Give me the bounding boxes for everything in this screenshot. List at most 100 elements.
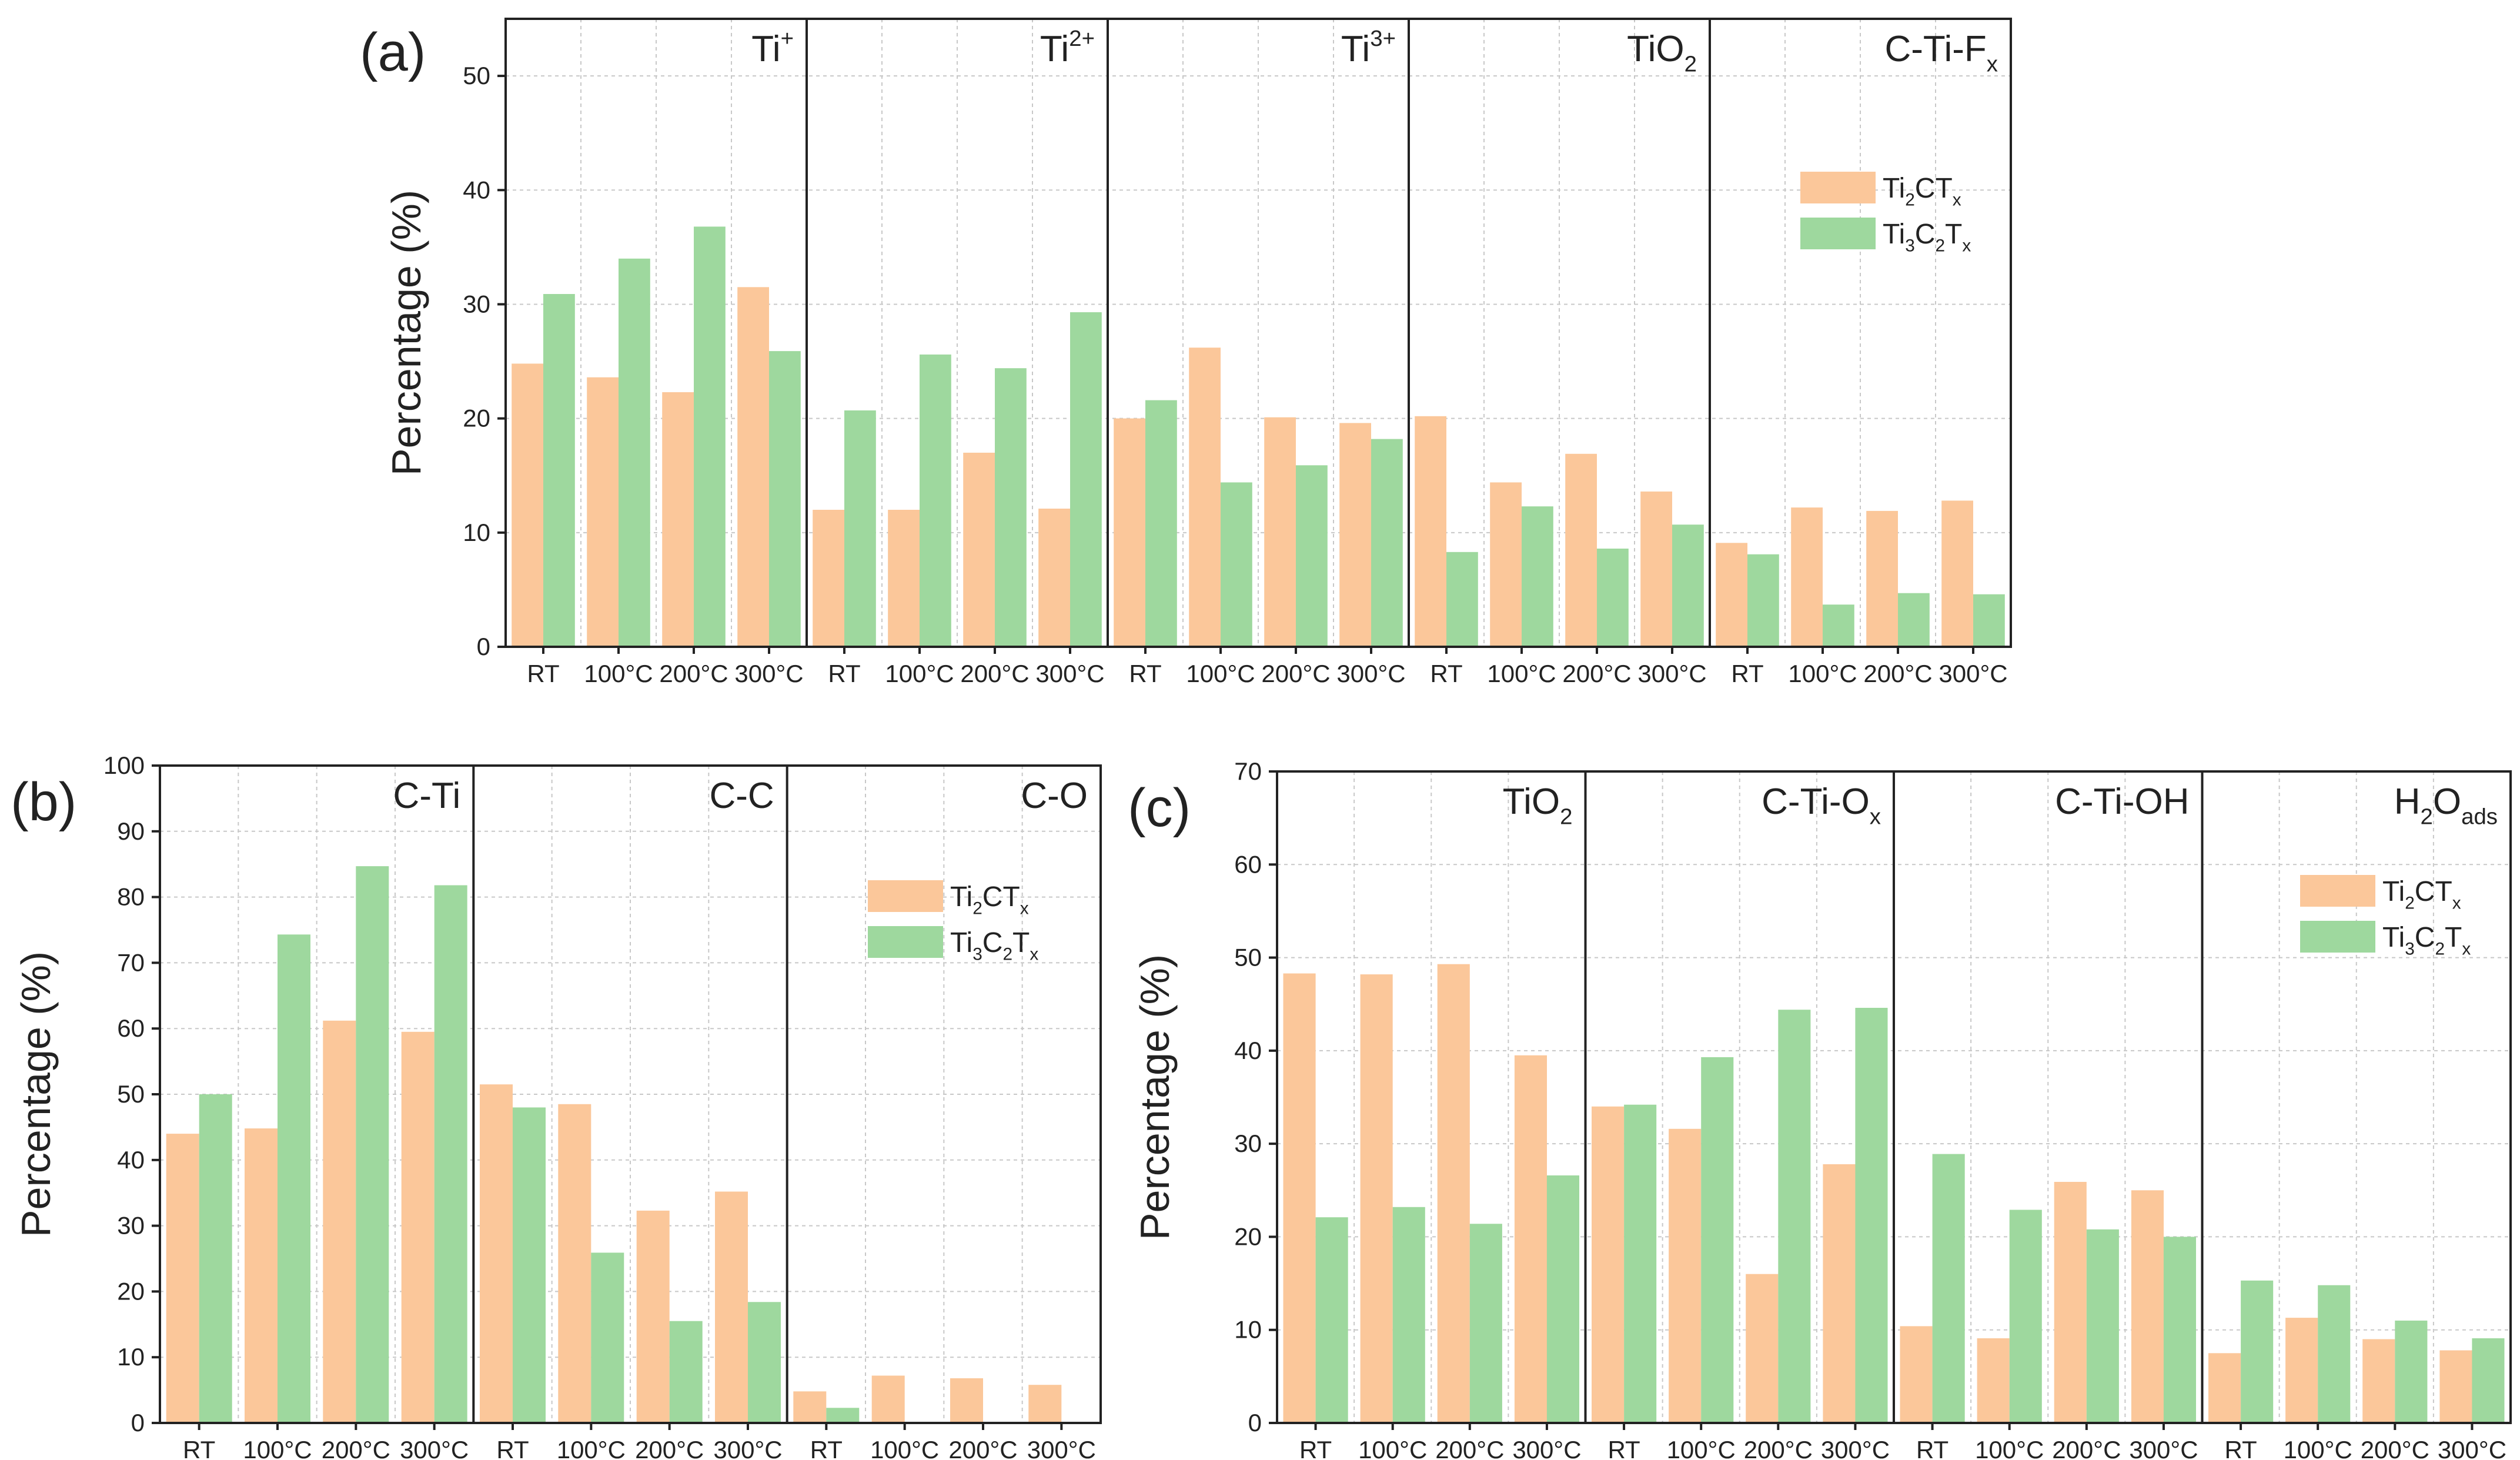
x-tick-label: RT (1299, 1436, 1332, 1460)
panel-label: (b) (11, 772, 76, 832)
y-axis-label: Percentage (%) (13, 951, 59, 1237)
bar-ti2ctx-C-C-RT (480, 1084, 513, 1423)
bar-ti2ctx-C-Ti-OH-100°C (1977, 1338, 2010, 1423)
bar-ti3c2tx-C-Ti-Fx-RT (1747, 554, 1779, 647)
bar-ti3c2tx-C-Ti-OH-200°C (2086, 1229, 2119, 1423)
bar-ti2ctx-Ti3+-RT (1114, 418, 1145, 647)
x-tick-label: RT (496, 1436, 529, 1460)
x-tick-label: 100°C (1788, 660, 1857, 687)
bar-ti3c2tx-Ti+-200°C (694, 226, 726, 647)
bar-ti3c2tx-C-Ti-OH-100°C (2009, 1210, 2042, 1423)
y-tick-label: 40 (117, 1146, 145, 1174)
bar-ti3c2tx-C-Ti-Ox-100°C (1701, 1057, 1734, 1423)
bar-ti2ctx-Ti3+-100°C (1189, 348, 1221, 647)
bar-ti2ctx-C-C-300°C (715, 1191, 748, 1423)
x-tick-label: 100°C (1186, 660, 1255, 687)
bar-ti2ctx-Ti+-100°C (587, 377, 619, 647)
y-axis-label: Percentage (%) (1132, 954, 1178, 1240)
x-tick-label: 200°C (2052, 1436, 2121, 1460)
bar-ti3c2tx-Ti+-300°C (769, 351, 801, 647)
x-tick-label: 200°C (960, 660, 1029, 687)
legend-swatch-ti3c2tx (1800, 218, 1876, 249)
x-tick-label: 100°C (557, 1436, 626, 1460)
group-title-TiO2: TiO2 (1503, 781, 1573, 829)
panel-b-chart: 0 10 20 30 40 50 60 70 80 90 100 RT 100°C 200°C 300°C C… (11, 751, 1102, 1460)
bar-ti2ctx-C-Ti-Fx-RT (1716, 543, 1747, 647)
y-tick-label: 20 (117, 1277, 145, 1305)
group-title-H2Oads: H2Oads (2394, 781, 2498, 829)
bar-ti2ctx-H2Oads-200°C (2362, 1339, 2395, 1423)
bar-ti3c2tx-C-Ti-300°C (434, 885, 467, 1423)
y-tick-label: 50 (117, 1080, 145, 1108)
bar-ti3c2tx-Ti3+-RT (1145, 400, 1177, 647)
bar-ti3c2tx-TiO2-200°C (1597, 549, 1629, 647)
bar-ti2ctx-C-O-300°C (1028, 1385, 1062, 1423)
y-tick-label: 70 (117, 948, 145, 976)
panel-label: (c) (1128, 778, 1191, 838)
bar-ti3c2tx-C-Ti-OH-RT (1932, 1154, 1965, 1423)
bar-ti3c2tx-C-Ti-RT (199, 1094, 232, 1423)
x-tick-label: RT (1607, 1436, 1640, 1460)
y-tick-label: 60 (117, 1014, 145, 1042)
bar-ti3c2tx-C-O-RT (826, 1408, 860, 1423)
bar-ti2ctx-C-Ti-Fx-100°C (1791, 507, 1823, 647)
bar-ti2ctx-H2Oads-100°C (2285, 1318, 2318, 1423)
bar-ti3c2tx-Ti3+-300°C (1371, 439, 1403, 647)
x-tick-label: 200°C (1562, 660, 1631, 687)
y-axis-label: Percentage (%) (383, 190, 429, 476)
bar-ti2ctx-C-Ti-Ox-RT (1592, 1106, 1625, 1423)
y-tick-label: 0 (131, 1409, 145, 1436)
bar-ti3c2tx-Ti2+-100°C (920, 354, 951, 647)
bar-ti3c2tx-Ti3+-100°C (1221, 482, 1252, 647)
y-tick-label: 50 (463, 62, 490, 89)
legend-label-ti2ctx: Ti2CTx (950, 881, 1029, 918)
bar-ti2ctx-C-Ti-Ox-100°C (1669, 1128, 1702, 1423)
bar-ti2ctx-C-Ti-OH-RT (1900, 1326, 1933, 1423)
group-title-C-C: C-C (709, 776, 774, 816)
x-tick-label: 300°C (400, 1436, 469, 1460)
legend-swatch-ti2ctx (868, 880, 943, 912)
x-tick-label: RT (1916, 1436, 1949, 1460)
x-tick-label: 300°C (1336, 660, 1405, 687)
bar-ti2ctx-Ti+-300°C (737, 287, 769, 647)
legend-swatch-ti2ctx (2300, 875, 2375, 907)
x-tick-label: RT (183, 1436, 215, 1460)
plot-frame (1276, 770, 2512, 1424)
bar-ti3c2tx-Ti+-100°C (619, 258, 650, 647)
bar-ti2ctx-C-Ti-Fx-200°C (1866, 510, 1898, 647)
x-tick-label: 300°C (1637, 660, 1706, 687)
bar-ti3c2tx-H2Oads-RT (2241, 1280, 2274, 1423)
bar-ti3c2tx-C-Ti-Ox-300°C (1855, 1008, 1888, 1423)
x-tick-label: RT (1129, 660, 1161, 687)
bar-ti2ctx-H2Oads-300°C (2439, 1350, 2472, 1423)
x-tick-label: 200°C (1435, 1436, 1504, 1460)
bar-ti3c2tx-C-C-300°C (748, 1302, 781, 1423)
bar-ti3c2tx-C-Ti-Ox-200°C (1778, 1010, 1811, 1423)
x-tick-label: 300°C (1939, 660, 2007, 687)
group-title-Ti3+: Ti3+ (1341, 26, 1396, 69)
x-tick-label: 100°C (243, 1436, 312, 1460)
y-tick-label: 20 (1234, 1222, 1262, 1250)
legend-label-ti3c2tx: Ti3C2Tx (1883, 219, 1971, 255)
bar-ti3c2tx-TiO2-300°C (1546, 1175, 1579, 1423)
x-tick-label: RT (527, 660, 559, 687)
bar-ti2ctx-C-Ti-Fx-300°C (1941, 500, 1973, 647)
bar-ti2ctx-TiO2-300°C (1514, 1055, 1547, 1423)
group-title-C-Ti-Ox: C-Ti-Ox (1762, 781, 1881, 829)
x-tick-label: 100°C (1358, 1436, 1427, 1460)
bar-ti3c2tx-C-Ti-Fx-200°C (1898, 593, 1930, 647)
bar-ti2ctx-Ti2+-100°C (888, 510, 920, 647)
bar-ti2ctx-C-Ti-300°C (401, 1031, 435, 1423)
bar-ti2ctx-Ti2+-200°C (963, 452, 995, 647)
x-tick-label: 300°C (1035, 660, 1104, 687)
x-tick-label: 300°C (2129, 1436, 2198, 1460)
bar-ti2ctx-C-Ti-OH-300°C (2131, 1190, 2164, 1423)
x-tick-label: 300°C (1027, 1436, 1096, 1460)
x-tick-label: 200°C (948, 1436, 1017, 1460)
group-title-C-Ti-OH: C-Ti-OH (2055, 781, 2189, 822)
y-tick-label: 90 (117, 817, 145, 845)
x-tick-label: 200°C (322, 1436, 390, 1460)
legend-swatch-ti2ctx (1800, 172, 1876, 203)
x-tick-label: RT (1731, 660, 1763, 687)
x-tick-label: RT (810, 1436, 843, 1460)
